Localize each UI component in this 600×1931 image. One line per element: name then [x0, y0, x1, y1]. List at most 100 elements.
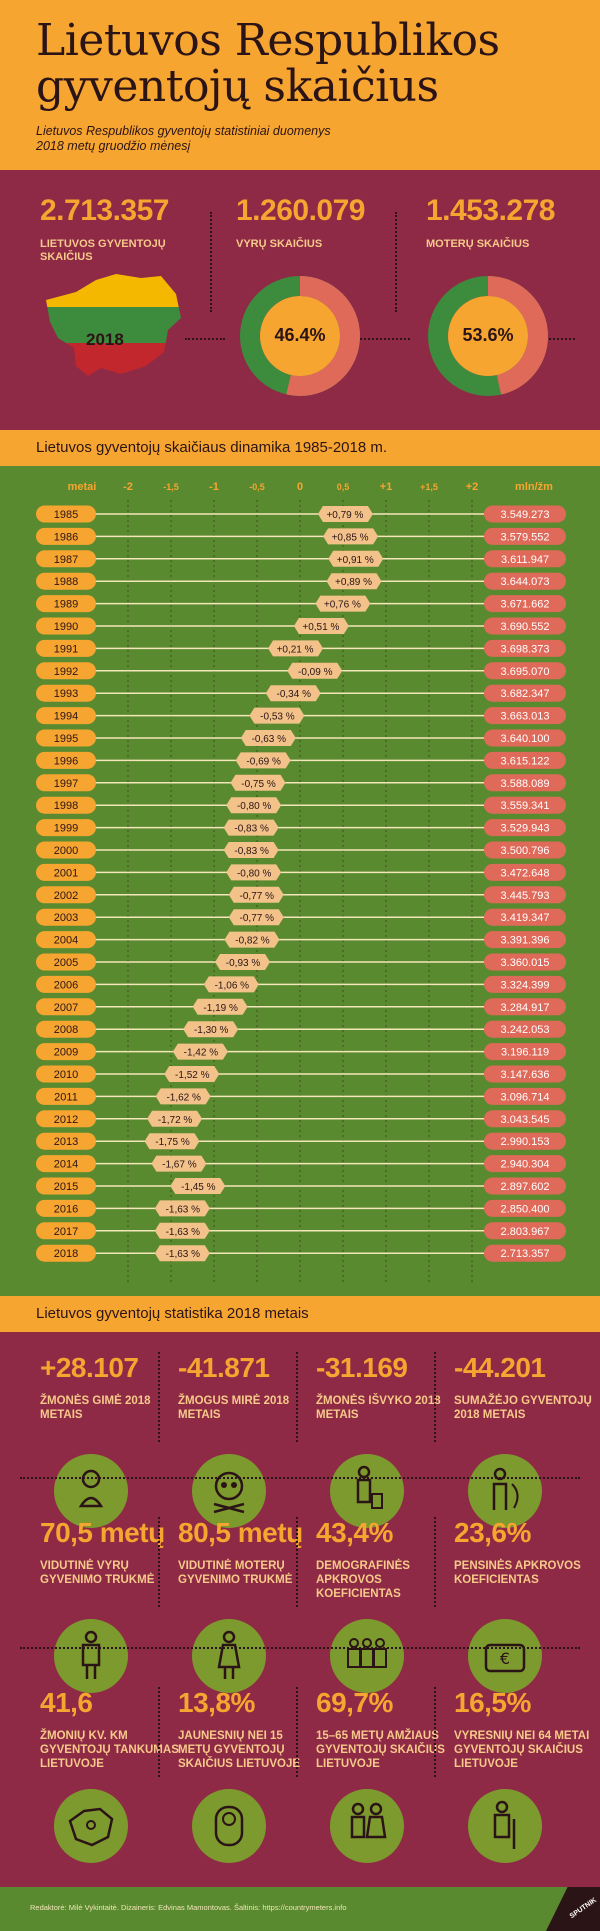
year-pill	[36, 953, 96, 971]
stat-value: 41,6	[40, 1687, 93, 1718]
change-label: -0,77 %	[240, 891, 275, 902]
lithuania-map-icon	[46, 274, 181, 376]
year-label: 1988	[54, 576, 78, 588]
change-marker	[315, 595, 371, 612]
stat-value: 69,7%	[316, 1687, 393, 1718]
year-label: 2017	[54, 1226, 78, 1238]
population-label: 2.990.153	[501, 1136, 550, 1148]
stat-label: SUMAŽĖJO GYVENTOJŲ 2018 METAIS	[454, 1395, 592, 1421]
change-marker	[224, 931, 280, 948]
change-label: +0,79 %	[326, 510, 363, 521]
subtitle-line-1: Lietuvos Respublikos gyventojų statistin…	[36, 124, 331, 138]
change-label: -1,62 %	[166, 1092, 201, 1103]
year-label: 1985	[54, 509, 78, 521]
change-marker	[147, 1110, 203, 1127]
stat-label: ŽMONIŲ KV. KM GYVENTOJŲ TANKUMAS LIETUVO…	[40, 1730, 179, 1770]
population-label: 3.360.015	[501, 957, 550, 969]
population-pill	[484, 639, 566, 657]
divider	[434, 1687, 436, 1777]
year-label: 1987	[54, 554, 78, 566]
population-pill	[484, 662, 566, 680]
total-label-line-2: SKAIČIUS	[40, 251, 93, 263]
x-tick-label: 0	[297, 481, 303, 493]
year-label: 2011	[54, 1091, 78, 1103]
population-label: 3.644.073	[501, 576, 550, 588]
change-label: -0,83 %	[234, 824, 269, 835]
population-label: 2.713.357	[501, 1248, 550, 1260]
change-marker	[154, 1245, 210, 1262]
header: Lietuvos Respublikos gyventojų skaičius …	[0, 0, 600, 170]
adults-icon	[330, 1789, 404, 1863]
year-label: 2000	[54, 845, 78, 857]
change-marker	[328, 550, 384, 567]
svg-text:€: €	[500, 1649, 510, 1668]
year-pill	[36, 819, 96, 837]
stat-value: 43,4%	[316, 1517, 393, 1548]
population-pill	[484, 527, 566, 545]
year-pill	[36, 550, 96, 568]
change-marker	[151, 1155, 207, 1172]
change-marker	[144, 1133, 200, 1150]
population-label: 2.850.400	[501, 1203, 550, 1215]
year-label: 1997	[54, 778, 78, 790]
stat-value: -44.201	[454, 1352, 546, 1383]
year-pill	[36, 1020, 96, 1038]
year-pill	[36, 886, 96, 904]
x-tick-label: -0,5	[249, 482, 265, 492]
population-label: 3.391.396	[501, 935, 550, 947]
divider	[158, 1352, 160, 1442]
unit-label: mln/žm	[515, 481, 553, 493]
infant-icon	[192, 1789, 266, 1863]
total-population-value: 2.713.357	[40, 194, 169, 227]
change-label: -0,63 %	[252, 734, 287, 745]
change-label: -0,80 %	[237, 868, 272, 879]
population-pill	[484, 931, 566, 949]
divider	[296, 1517, 298, 1607]
title-line-2: gyventojų skaičius	[36, 61, 439, 112]
population-pill	[484, 751, 566, 769]
change-label: +0,21 %	[277, 644, 314, 655]
sputnik-logo: SPUTNIK	[546, 1887, 600, 1931]
stat-label: JAUNESNIŲ NEI 15 METŲ GYVENTOJŲ SKAIČIUS…	[178, 1730, 301, 1770]
year-pill	[36, 572, 96, 590]
population-pill	[484, 819, 566, 837]
year-pill	[36, 751, 96, 769]
population-pill	[484, 998, 566, 1016]
population-label: 3.698.373	[501, 643, 550, 655]
population-pill	[484, 1155, 566, 1173]
summary-section: 2.713.357 LIETUVOS GYVENTOJŲ SKAIČIUS 20…	[0, 170, 600, 430]
year-label: 2018	[54, 1248, 78, 1260]
population-pill	[484, 908, 566, 926]
change-marker	[228, 886, 284, 903]
change-marker	[235, 752, 291, 769]
population-label: 3.663.013	[501, 711, 550, 723]
year-label: 2008	[54, 1024, 78, 1036]
x-tick-label: -1,5	[163, 482, 179, 492]
change-marker	[287, 662, 343, 679]
year-pill	[36, 774, 96, 792]
change-marker	[164, 1066, 220, 1082]
year-pill	[36, 505, 96, 523]
year-pill	[36, 1110, 96, 1128]
stat-label: 15–65 METŲ AMŽIAUS GYVENTOJŲ SKAIČIUS LI…	[316, 1730, 445, 1770]
population-label: 3.043.545	[501, 1114, 550, 1126]
year-label: 2002	[54, 890, 78, 902]
change-label: -0,93 %	[226, 958, 261, 969]
x-tick-label: 0,5	[337, 482, 350, 492]
population-pill	[484, 1087, 566, 1105]
year-label: 1993	[54, 688, 78, 700]
year-pill	[36, 1087, 96, 1105]
population-pill	[484, 796, 566, 814]
men-percent: 46.4%	[274, 325, 326, 345]
divider	[20, 1477, 580, 1479]
year-pill	[36, 998, 96, 1016]
change-marker	[192, 998, 248, 1015]
year-label: 1986	[54, 531, 78, 543]
change-label: -0,69 %	[246, 756, 281, 767]
year-label: 1990	[54, 621, 78, 633]
change-label: -1,45 %	[181, 1182, 216, 1193]
change-label: -0,80 %	[237, 801, 272, 812]
woman-icon	[192, 1619, 266, 1693]
women-percent: 53.6%	[462, 325, 514, 345]
women-count-value: 1.453.278	[426, 194, 555, 227]
